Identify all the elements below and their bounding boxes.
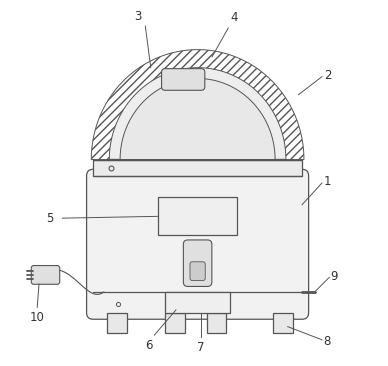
Polygon shape xyxy=(104,78,291,160)
Bar xyxy=(273,313,293,333)
Text: 6: 6 xyxy=(145,339,153,352)
FancyBboxPatch shape xyxy=(31,266,60,284)
Text: 3: 3 xyxy=(135,10,142,23)
Bar xyxy=(93,160,302,176)
FancyBboxPatch shape xyxy=(184,240,212,287)
FancyBboxPatch shape xyxy=(161,69,205,90)
Bar xyxy=(165,292,230,314)
Text: 10: 10 xyxy=(30,311,45,324)
Bar xyxy=(107,313,127,333)
FancyBboxPatch shape xyxy=(190,262,205,280)
Text: 8: 8 xyxy=(323,335,331,348)
Bar xyxy=(158,197,237,235)
Bar xyxy=(165,313,185,333)
Text: 5: 5 xyxy=(46,212,54,225)
Bar xyxy=(207,313,227,333)
Polygon shape xyxy=(91,50,304,160)
Text: 2: 2 xyxy=(324,69,331,82)
Text: 7: 7 xyxy=(197,340,205,354)
Text: 9: 9 xyxy=(330,270,338,283)
Polygon shape xyxy=(93,52,302,160)
Text: 4: 4 xyxy=(230,11,237,25)
FancyBboxPatch shape xyxy=(87,169,308,319)
Text: 1: 1 xyxy=(324,175,331,188)
